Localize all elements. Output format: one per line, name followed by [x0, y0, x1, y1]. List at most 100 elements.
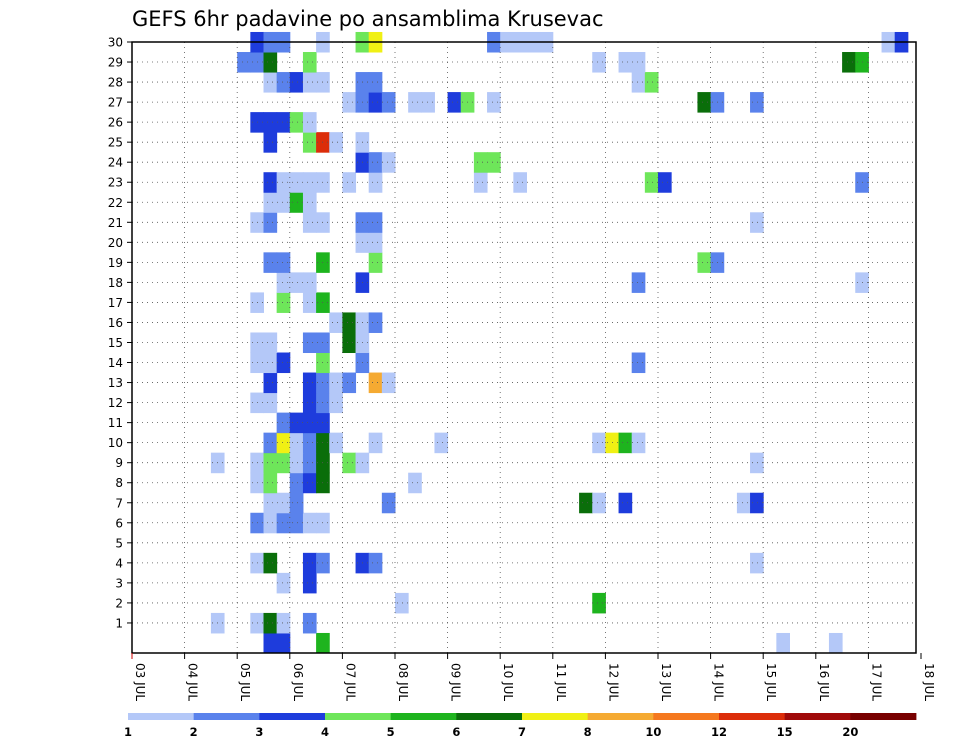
heatmap-cell [408, 92, 422, 113]
x-tick-label: 07 JUL [343, 663, 357, 701]
heatmap-cell [631, 72, 646, 93]
heatmap-cell [302, 512, 317, 534]
heatmap-cell [263, 372, 278, 394]
x-tick-label: 09 JUL [449, 663, 463, 701]
x-tick-label: 13 JUL [659, 663, 673, 701]
heatmap-cell [302, 412, 317, 434]
heatmap-cell [276, 492, 291, 514]
heatmap-cell [276, 192, 291, 213]
heatmap-cell [368, 172, 383, 193]
y-tick-label: 11 [108, 416, 123, 430]
colorbar-label: 2 [190, 725, 198, 739]
x-tick-label: 18 JUL [922, 663, 936, 701]
heatmap-cell [736, 492, 751, 514]
y-tick-label: 30 [108, 36, 123, 50]
heatmap-cell [473, 172, 488, 193]
heatmap-cell [381, 152, 396, 173]
heatmap-cell [302, 332, 317, 354]
colorbar-label: 4 [321, 725, 329, 739]
heatmap-cell [618, 492, 633, 514]
heatmap-cell [263, 172, 278, 193]
y-tick-label: 3 [115, 576, 123, 590]
heatmap-cell [368, 372, 383, 394]
heatmap-cell [618, 432, 633, 454]
y-tick-label: 13 [108, 376, 123, 390]
heatmap-cell [302, 212, 317, 233]
heatmap-cell [342, 452, 357, 474]
heatmap-cell [368, 432, 383, 454]
colorbar-swatch [390, 713, 457, 720]
y-tick-label: 18 [108, 276, 123, 290]
heatmap-cell [289, 172, 304, 193]
heatmap-cell [263, 212, 278, 233]
heatmap-cell [329, 392, 343, 414]
x-tick-label: 05 JUL [238, 663, 252, 701]
heatmap-cell [329, 312, 343, 333]
heatmap-cell [316, 632, 330, 654]
heatmap-cell [289, 472, 304, 494]
heatmap-cell [263, 392, 278, 414]
heatmap-cell [263, 472, 278, 494]
colorbar-swatch [193, 713, 260, 720]
colorbar-label: 10 [645, 725, 661, 739]
heatmap-cell [276, 172, 291, 193]
heatmap-cell [263, 552, 278, 574]
heatmap-cell [631, 432, 646, 454]
heatmap-cell [592, 432, 606, 454]
heatmap-cell [302, 272, 317, 293]
heatmap-cell [276, 432, 291, 454]
heatmap-cell [750, 552, 764, 574]
y-tick-label: 17 [108, 296, 123, 310]
colorbar-swatch [587, 713, 654, 720]
heatmap-cell [276, 252, 291, 273]
y-tick-label: 25 [108, 136, 123, 150]
heatmap-cell [263, 632, 278, 654]
colorbar-label: 8 [584, 725, 592, 739]
heatmap-cell [263, 252, 278, 273]
colorbar-label: 15 [777, 725, 793, 739]
heatmap-cell [631, 352, 646, 374]
heatmap-cell [447, 92, 462, 113]
y-tick-label: 7 [115, 496, 123, 510]
heatmap-cell [302, 452, 317, 474]
heatmap-cell [750, 92, 764, 113]
x-tick-label: 08 JUL [396, 663, 410, 701]
heatmap-cell [263, 52, 278, 73]
heatmap-cell [263, 492, 278, 514]
heatmap-cell [276, 292, 291, 313]
heatmap-cell [408, 472, 422, 494]
heatmap-cell [302, 132, 317, 153]
y-tick-label: 12 [108, 396, 123, 410]
y-tick-label: 21 [108, 216, 123, 230]
heatmap-cell [276, 352, 291, 374]
heatmap-cell [579, 492, 593, 514]
heatmap-cell [302, 572, 317, 594]
heatmap-cell [276, 512, 291, 534]
y-tick-label: 14 [108, 356, 123, 370]
heatmap-cell [368, 152, 383, 173]
heatmap-cell [289, 512, 304, 534]
heatmap-cell [263, 432, 278, 454]
heatmap-cell [276, 452, 291, 474]
x-tick-label: 04 JUL [186, 663, 200, 701]
heatmap-cell [302, 192, 317, 213]
heatmap-cell [276, 412, 291, 434]
colorbar-swatch [719, 713, 786, 720]
heatmap-cell [302, 432, 317, 454]
y-tick-label: 26 [108, 116, 123, 130]
heatmap-cell [302, 392, 317, 414]
heatmap-cell [381, 492, 396, 514]
heatmap-cell [631, 272, 646, 293]
y-tick-label: 15 [108, 336, 123, 350]
heatmap-cell [289, 412, 304, 434]
y-tick-label: 27 [108, 96, 123, 110]
colorbar-label: 5 [387, 725, 395, 739]
heatmap-cell [263, 332, 278, 354]
colorbar-swatch [456, 713, 523, 720]
heatmap-cell [750, 212, 764, 233]
heatmap-cell [828, 632, 843, 654]
heatmap-cell [592, 592, 606, 614]
y-tick-label: 23 [108, 176, 123, 190]
x-tick-label: 06 JUL [291, 663, 305, 701]
